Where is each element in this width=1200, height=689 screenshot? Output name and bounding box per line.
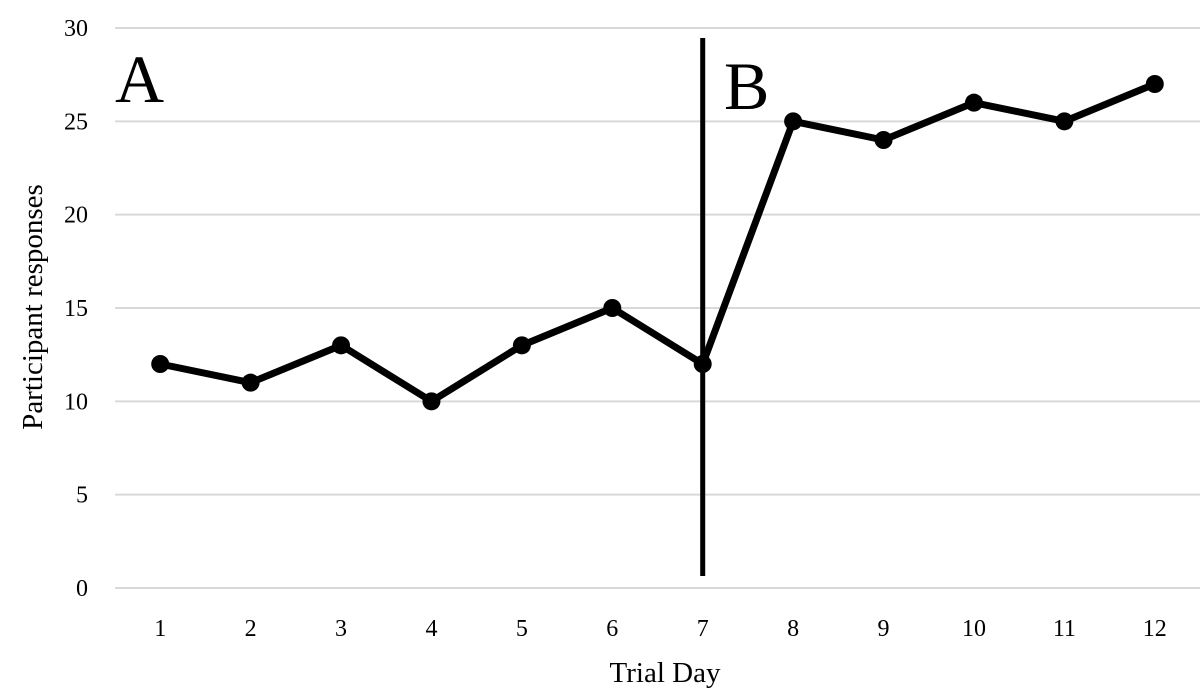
data-point-1	[151, 355, 170, 373]
x-tick-label-11: 11	[1053, 616, 1076, 642]
y-tick-label-0: 0	[76, 576, 88, 602]
y-tick-label-30: 30	[64, 16, 88, 42]
data-point-12	[1145, 75, 1164, 93]
y-tick-label-25: 25	[64, 109, 88, 135]
x-tick-label-5: 5	[516, 616, 528, 642]
x-tick-label-9: 9	[878, 616, 890, 642]
data-point-10	[964, 93, 983, 112]
x-tick-label-12: 12	[1143, 616, 1167, 642]
phase-label-b: B	[724, 48, 769, 124]
x-axis-tick-labels: 1 2 3 4 5 6 7 8 9 10 11 12	[154, 616, 1167, 642]
y-tick-label-10: 10	[64, 389, 88, 415]
x-tick-label-10: 10	[962, 616, 986, 642]
data-point-11	[1055, 112, 1074, 131]
x-tick-label-4: 4	[425, 616, 437, 642]
phase-label-a: A	[115, 41, 164, 117]
x-axis-title: Trial Day	[610, 657, 721, 689]
x-tick-label-8: 8	[787, 616, 799, 642]
data-points	[151, 75, 1164, 411]
y-axis-tick-labels: 0 5 10 15 20 25 30	[64, 16, 88, 602]
x-tick-label-7: 7	[697, 616, 709, 642]
data-point-5	[512, 336, 531, 355]
data-point-8	[784, 112, 803, 131]
data-point-4	[422, 392, 441, 411]
series-line	[159, 80, 1157, 405]
data-point-3	[332, 336, 351, 355]
data-point-7	[693, 355, 712, 373]
x-tick-label-3: 3	[335, 616, 347, 642]
x-tick-label-2: 2	[245, 616, 257, 642]
gridlines	[115, 27, 1200, 589]
data-point-2	[241, 373, 260, 392]
y-tick-label-20: 20	[64, 203, 88, 229]
data-point-6	[603, 299, 622, 317]
data-point-9	[874, 131, 893, 149]
x-tick-label-6: 6	[606, 616, 618, 642]
y-axis-title: Participant responses	[17, 184, 49, 430]
x-tick-label-1: 1	[154, 616, 166, 642]
y-tick-label-5: 5	[76, 483, 88, 509]
y-tick-label-15: 15	[64, 296, 88, 322]
